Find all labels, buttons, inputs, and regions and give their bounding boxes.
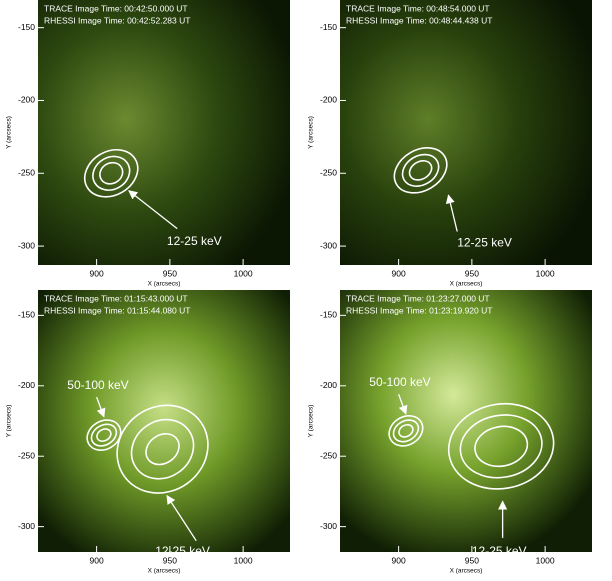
y-tick-label: -250: [18, 168, 35, 178]
contour: [393, 147, 448, 194]
x-tick-label: 1000: [234, 555, 253, 565]
y-tick-label: -200: [320, 380, 337, 390]
y-tick-label: -150: [18, 310, 35, 320]
x-axis-title: X (arcsecs): [148, 568, 181, 575]
y-axis-title: Y (arcsecs): [6, 116, 13, 149]
arrow: [397, 394, 408, 415]
y-axis-title: Y (arcsecs): [308, 116, 315, 149]
contour: [392, 419, 420, 443]
y-tick-label: -150: [320, 310, 337, 320]
x-axis-title: X (arcsecs): [450, 281, 483, 288]
energy-label: 50-100 keV: [67, 378, 128, 392]
image-time: TRACE Image Time: 01:15:43.000 UT: [44, 293, 188, 303]
x-axis-title: X (arcsecs): [148, 281, 181, 288]
solar-image: [38, 0, 290, 265]
x-tick-label: 1000: [536, 555, 555, 565]
image-time: RHESSI Image Time: 00:48:44.438 UT: [346, 15, 492, 25]
x-axis-title: X (arcsecs): [450, 568, 483, 575]
contour: [116, 404, 209, 494]
solar-image: [340, 0, 592, 265]
contour: [96, 428, 112, 442]
x-tick-label: 950: [465, 268, 479, 278]
contour: [99, 161, 124, 185]
overlay: 50-100 keV 12-25 keV: [67, 378, 210, 558]
solar-image: [38, 290, 290, 552]
contour: [92, 155, 131, 191]
y-tick-label: -300: [320, 240, 337, 250]
y-tick-label: -300: [18, 240, 35, 250]
contour: [86, 419, 122, 451]
y-tick-label: -300: [18, 521, 35, 531]
y-tick-label: -200: [18, 380, 35, 390]
x-tick-label: 950: [163, 555, 177, 565]
y-tick-label: -250: [320, 450, 337, 460]
energy-label: 12-25 keV: [472, 544, 527, 558]
contour: [447, 402, 555, 490]
contour: [145, 433, 180, 466]
image-time: TRACE Image Time: 00:42:50.000 UT: [44, 3, 188, 13]
energy-label: 12-25 keV: [155, 544, 210, 558]
energy-label: 12-25 keV: [167, 234, 222, 248]
contour: [401, 153, 440, 187]
arrow: [166, 494, 197, 542]
contour: [388, 415, 424, 447]
contour: [90, 423, 118, 447]
y-axis-title: Y (arcsecs): [308, 405, 315, 438]
image-time: TRACE Image Time: 00:48:54.000 UT: [346, 3, 490, 13]
overlay: 12-25 keV: [393, 147, 512, 249]
contour: [83, 148, 139, 198]
image-time: TRACE Image Time: 01:23:27.000 UT: [346, 293, 490, 303]
image-time: RHESSI Image Time: 01:23:19.920 UT: [346, 305, 492, 315]
contour: [398, 423, 414, 438]
x-tick-label: 1000: [536, 268, 555, 278]
x-tick-label: 950: [163, 268, 177, 278]
arrow: [445, 194, 458, 232]
energy-label: 12-25 keV: [457, 235, 512, 249]
contour: [459, 414, 543, 479]
y-tick-label: -250: [18, 450, 35, 460]
arrow: [128, 190, 178, 230]
y-tick-label: -150: [18, 22, 35, 32]
x-tick-label: 1000: [234, 268, 253, 278]
contour: [130, 418, 195, 480]
y-tick-label: -300: [320, 521, 337, 531]
y-tick-label: -250: [320, 168, 337, 178]
contour: [408, 159, 433, 181]
x-tick-label: 950: [465, 555, 479, 565]
solar-image: [340, 290, 592, 552]
image-time: RHESSI Image Time: 01:15:44.080 UT: [44, 305, 190, 315]
y-tick-label: -150: [320, 22, 337, 32]
contour: [474, 425, 529, 468]
overlay: 50-100 keV 12-25 keV: [369, 375, 555, 558]
energy-label: 50-100 keV: [369, 375, 430, 389]
x-tick-label: 900: [90, 268, 104, 278]
arrow: [95, 396, 106, 418]
x-tick-label: 900: [392, 268, 406, 278]
x-tick-label: 900: [90, 555, 104, 565]
y-tick-label: -200: [320, 95, 337, 105]
y-axis-title: Y (arcsecs): [6, 405, 13, 438]
image-time: RHESSI Image Time: 00:42:52.283 UT: [44, 15, 190, 25]
x-tick-label: 900: [392, 555, 406, 565]
y-tick-label: -200: [18, 95, 35, 105]
overlay: 12-25 keV: [83, 148, 222, 248]
